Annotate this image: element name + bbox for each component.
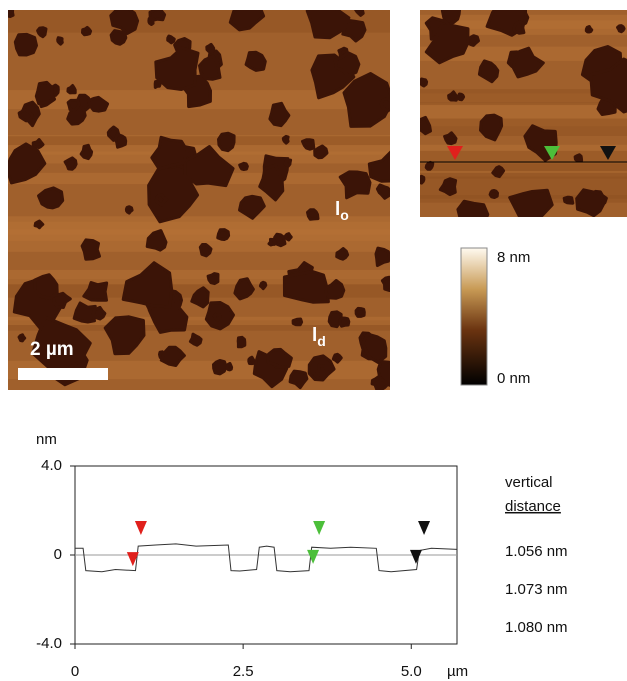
- cursor-marker: [410, 550, 422, 564]
- phase-subscript: o: [340, 207, 349, 223]
- cursor-marker: [135, 521, 147, 535]
- domain: [283, 136, 288, 143]
- domain: [74, 303, 95, 322]
- y-tick-label: 4.0: [41, 457, 62, 474]
- vertical-distance: 1.080 nm: [505, 619, 568, 636]
- domain: [445, 133, 456, 144]
- domain: [149, 18, 154, 25]
- y-tick-label: 0: [54, 546, 62, 563]
- legend-title: vertical: [505, 474, 553, 491]
- domain: [115, 134, 125, 147]
- domain: [83, 27, 91, 34]
- domain: [285, 160, 291, 166]
- x-tick-label: 5.0: [401, 663, 422, 680]
- domain: [293, 319, 302, 325]
- domain: [111, 31, 126, 45]
- domain: [575, 155, 582, 161]
- colorbar: [461, 248, 487, 385]
- domain: [227, 363, 232, 370]
- domain: [200, 245, 211, 256]
- domain: [418, 176, 424, 183]
- domain: [356, 308, 364, 316]
- domain: [207, 44, 214, 52]
- domain: [514, 22, 524, 34]
- colorbar-label: 0 nm: [497, 370, 530, 387]
- colorbar-label: 8 nm: [497, 249, 530, 266]
- domain: [285, 234, 291, 240]
- domain: [381, 98, 394, 111]
- x-axis-unit: µm: [447, 663, 468, 680]
- domain: [246, 52, 265, 70]
- domain: [38, 28, 46, 37]
- domain: [155, 81, 160, 87]
- domain: [586, 27, 592, 33]
- domain: [564, 197, 573, 203]
- domain: [315, 146, 327, 158]
- domain: [373, 379, 389, 389]
- figure: 2 µm lo ld 8 nm 0 nm nm µm vertical dist…: [0, 0, 627, 681]
- x-tick-label: 2.5: [233, 663, 254, 680]
- domain: [240, 163, 248, 169]
- vertical-distance: 1.073 nm: [505, 581, 568, 598]
- domain: [308, 210, 319, 220]
- domain: [260, 282, 265, 288]
- domain: [333, 354, 341, 362]
- cursor-marker: [307, 550, 319, 564]
- domain: [238, 337, 245, 347]
- phase-subscript: d: [317, 333, 326, 349]
- x-tick-label: 0: [71, 663, 79, 680]
- domain: [415, 117, 430, 133]
- domain: [168, 36, 175, 43]
- domain: [618, 26, 625, 32]
- domain: [36, 82, 53, 103]
- domain: [19, 110, 32, 121]
- stripe: [8, 136, 390, 145]
- domain: [426, 162, 433, 169]
- domain: [382, 277, 395, 290]
- domain: [58, 38, 63, 45]
- domain: [340, 318, 349, 326]
- domain: [249, 357, 255, 363]
- domain: [35, 221, 43, 228]
- vertical-distance: 1.056 nm: [505, 543, 568, 560]
- scale-label: 2 µm: [30, 339, 74, 360]
- domain: [208, 274, 218, 284]
- domain: [15, 34, 36, 55]
- domain: [68, 100, 79, 110]
- legend-title: distance: [505, 498, 561, 515]
- domain: [81, 145, 92, 158]
- domain: [35, 275, 58, 299]
- domain: [82, 240, 99, 259]
- cursor-marker: [418, 521, 430, 535]
- afm-zoom-image: [415, 3, 627, 228]
- domain: [219, 133, 235, 151]
- domain: [458, 201, 488, 228]
- afm-image: [5, 0, 401, 390]
- cursor-marker: [313, 521, 325, 535]
- y-tick-label: -4.0: [36, 635, 62, 652]
- domain: [458, 94, 464, 100]
- domain: [284, 272, 328, 303]
- domain: [421, 79, 427, 86]
- domain: [214, 314, 221, 320]
- stripe: [8, 222, 390, 241]
- stripe: [420, 151, 627, 171]
- domain: [269, 239, 276, 245]
- y-axis-label: nm: [36, 431, 57, 448]
- domain: [490, 191, 497, 198]
- domain: [214, 361, 227, 374]
- domain: [218, 230, 229, 240]
- domain: [19, 335, 25, 341]
- domain: [65, 158, 76, 169]
- scale-bar: [18, 368, 108, 380]
- domain: [376, 248, 389, 266]
- domain: [126, 207, 132, 213]
- domain: [5, 8, 13, 16]
